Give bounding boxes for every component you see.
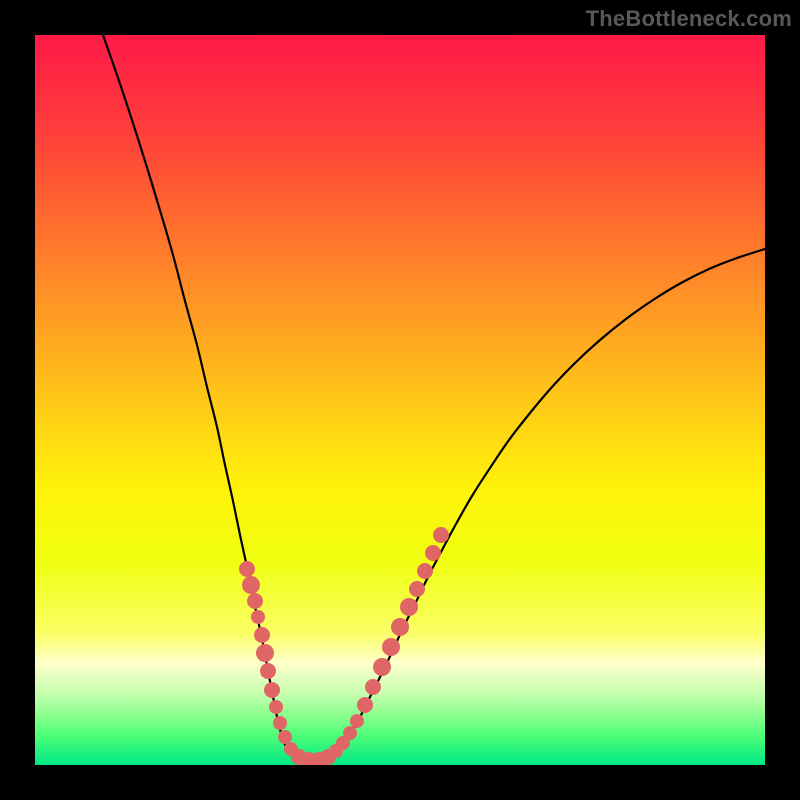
- marker-dot: [239, 561, 255, 577]
- marker-dot: [278, 730, 292, 744]
- marker-dot: [251, 610, 265, 624]
- marker-dot: [365, 679, 381, 695]
- plot-svg-layer: [0, 0, 800, 800]
- marker-dot: [273, 716, 287, 730]
- marker-dot: [242, 576, 260, 594]
- marker-dot: [357, 697, 373, 713]
- plot-content-group: [103, 35, 765, 768]
- marker-dot: [400, 598, 418, 616]
- marker-dot: [409, 581, 425, 597]
- marker-dot: [382, 638, 400, 656]
- marker-dot: [433, 527, 449, 543]
- marker-dot: [425, 545, 441, 561]
- marker-dot: [264, 682, 280, 698]
- marker-dot: [343, 726, 357, 740]
- marker-dot: [373, 658, 391, 676]
- marker-dot: [391, 618, 409, 636]
- marker-dot: [350, 714, 364, 728]
- marker-group: [239, 527, 449, 768]
- watermark-text: TheBottleneck.com: [586, 6, 792, 32]
- marker-dot: [247, 593, 263, 609]
- chart-root: TheBottleneck.com: [0, 0, 800, 800]
- marker-dot: [254, 627, 270, 643]
- v-curve: [103, 35, 765, 763]
- marker-dot: [269, 700, 283, 714]
- marker-dot: [260, 663, 276, 679]
- marker-dot: [417, 563, 433, 579]
- marker-dot: [256, 644, 274, 662]
